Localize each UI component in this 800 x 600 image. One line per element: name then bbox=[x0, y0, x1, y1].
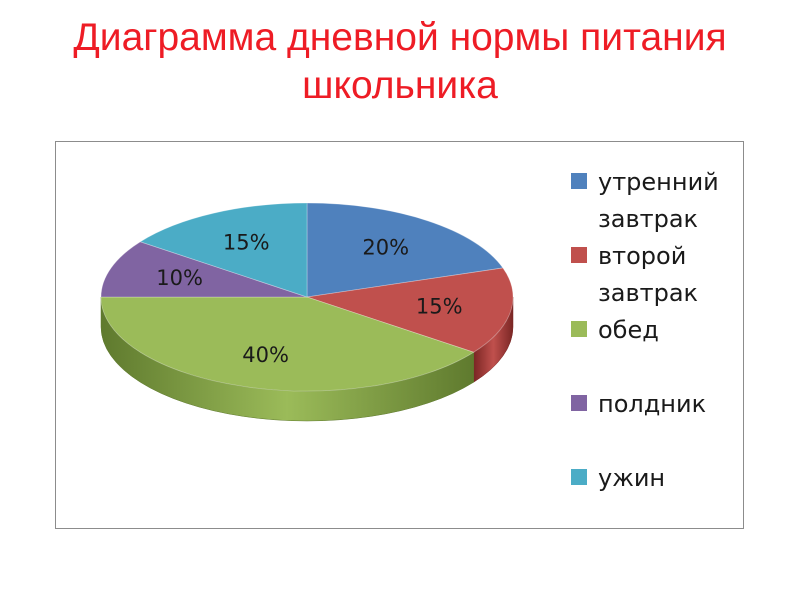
legend-label-3-0: полдник bbox=[598, 390, 706, 418]
slice-labels: 20% 15% 40% 10% 15% bbox=[156, 231, 462, 368]
pie-slices bbox=[100, 202, 514, 392]
pie-slice-0 bbox=[306, 202, 504, 298]
legend-swatch-1 bbox=[571, 247, 587, 263]
slice-label-2: 40% bbox=[242, 343, 289, 367]
legend-item-3: полдник bbox=[571, 390, 706, 418]
legend-label-1-0: второй bbox=[598, 242, 686, 270]
legend-item-2: обед bbox=[571, 316, 659, 344]
legend-label-0-0: утренний bbox=[598, 168, 719, 196]
legend-swatch-2 bbox=[571, 321, 587, 337]
page-title-line-1: Диаграмма дневной нормы питания bbox=[73, 16, 727, 59]
legend: утренний завтрак второй завтрак обед полдник у… bbox=[571, 168, 719, 492]
pie-slice-3 bbox=[100, 241, 308, 298]
legend-label-1-1: завтрак bbox=[598, 279, 698, 307]
pie-slice-4 bbox=[139, 202, 308, 298]
legend-label-2-0: обед bbox=[598, 316, 659, 344]
legend-item-4: ужин bbox=[571, 464, 665, 492]
legend-item-1: второй завтрак bbox=[571, 242, 698, 307]
pie-slice-2 bbox=[100, 296, 475, 392]
legend-label-0-1: завтрак bbox=[598, 205, 698, 233]
page-title-line-2: школьника bbox=[302, 64, 498, 107]
slice-label-0: 20% bbox=[362, 236, 409, 260]
legend-swatch-3 bbox=[571, 395, 587, 411]
legend-label-4-0: ужин bbox=[598, 464, 665, 492]
legend-swatch-0 bbox=[571, 173, 587, 189]
legend-item-0: утренний завтрак bbox=[571, 168, 719, 233]
page-title: Диаграмма дневной нормы питания школьник… bbox=[0, 14, 800, 110]
slice-label-1: 15% bbox=[416, 295, 463, 319]
legend-swatch-4 bbox=[571, 469, 587, 485]
slice-label-4: 15% bbox=[223, 231, 270, 255]
slice-label-3: 10% bbox=[156, 266, 203, 290]
pie-slice-1 bbox=[306, 267, 514, 353]
